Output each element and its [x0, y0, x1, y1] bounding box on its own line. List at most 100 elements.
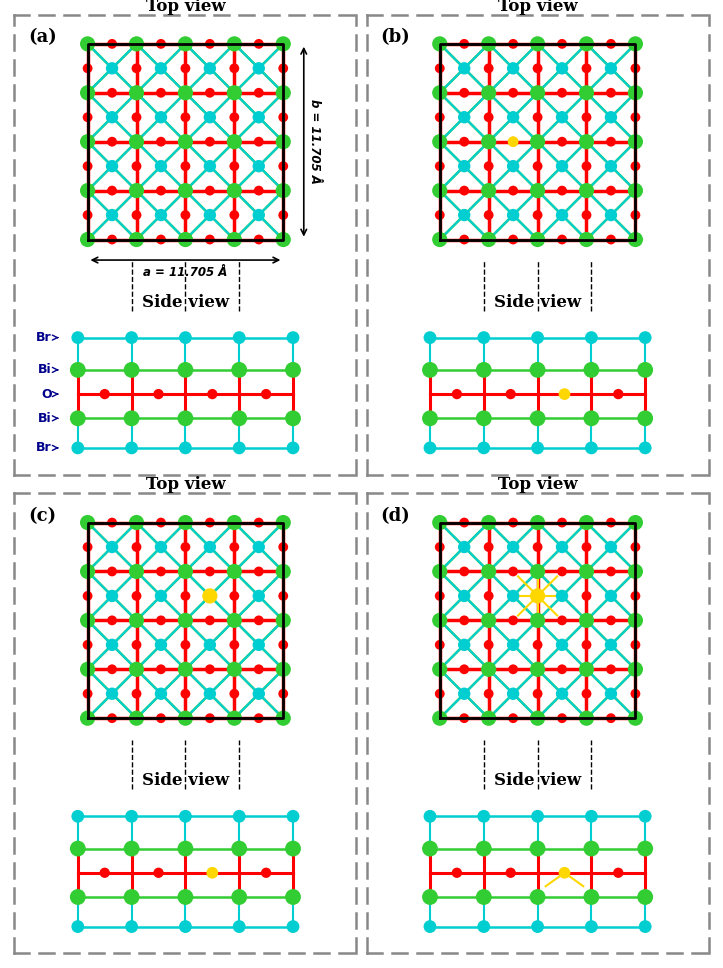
- Point: [581, 563, 592, 579]
- Point: [424, 841, 436, 857]
- Point: [434, 109, 445, 125]
- Point: [179, 589, 191, 604]
- Point: [228, 85, 240, 101]
- Point: [179, 515, 191, 530]
- Point: [155, 711, 167, 726]
- Point: [155, 515, 167, 530]
- Point: [228, 563, 240, 579]
- Point: [99, 865, 111, 881]
- Point: [434, 85, 445, 101]
- Point: [556, 159, 568, 174]
- Point: [82, 613, 93, 628]
- Point: [556, 563, 568, 579]
- Point: [253, 637, 265, 652]
- Point: [630, 589, 641, 604]
- Point: [131, 589, 142, 604]
- Point: [483, 637, 495, 652]
- Point: [532, 85, 544, 101]
- Point: [204, 539, 215, 555]
- Text: (a): (a): [28, 28, 57, 46]
- Point: [458, 686, 470, 702]
- Point: [532, 589, 544, 604]
- Point: [483, 661, 495, 677]
- Point: [458, 36, 470, 51]
- Point: [204, 515, 215, 530]
- Point: [228, 134, 240, 149]
- Point: [278, 159, 289, 174]
- Point: [630, 183, 641, 198]
- Point: [630, 207, 641, 223]
- Point: [434, 686, 445, 702]
- Point: [106, 61, 118, 76]
- Point: [581, 183, 592, 198]
- Point: [434, 515, 445, 530]
- Point: [556, 613, 568, 628]
- Point: [179, 231, 191, 247]
- Point: [204, 207, 215, 223]
- Text: Bi: Bi: [38, 363, 58, 377]
- Point: [532, 159, 544, 174]
- Point: [278, 61, 289, 76]
- Point: [131, 711, 142, 726]
- Point: [630, 711, 641, 726]
- Point: [228, 109, 240, 125]
- Point: [434, 36, 445, 51]
- Point: [458, 563, 470, 579]
- Point: [483, 589, 495, 604]
- Point: [278, 637, 289, 652]
- Point: [483, 61, 495, 76]
- Point: [581, 85, 592, 101]
- Point: [434, 539, 445, 555]
- Point: [253, 159, 265, 174]
- Point: [581, 711, 592, 726]
- Point: [581, 109, 592, 125]
- Title: Top view: Top view: [497, 476, 578, 494]
- Point: [253, 613, 265, 628]
- Point: [278, 711, 289, 726]
- Point: [228, 686, 240, 702]
- Point: [82, 231, 93, 247]
- Point: [106, 134, 118, 149]
- Point: [253, 563, 265, 579]
- Point: [228, 661, 240, 677]
- Point: [532, 231, 544, 247]
- Point: [630, 109, 641, 125]
- Point: [508, 637, 519, 652]
- Point: [72, 919, 84, 934]
- Point: [434, 183, 445, 198]
- Point: [424, 362, 436, 378]
- Point: [228, 61, 240, 76]
- Point: [204, 563, 215, 579]
- Point: [155, 183, 167, 198]
- Point: [605, 539, 617, 555]
- Point: [131, 109, 142, 125]
- Point: [179, 134, 191, 149]
- Point: [556, 109, 568, 125]
- Point: [639, 890, 651, 905]
- Point: [581, 637, 592, 652]
- Point: [131, 539, 142, 555]
- Point: [131, 231, 142, 247]
- Point: [72, 841, 84, 857]
- Point: [532, 36, 544, 51]
- Point: [581, 207, 592, 223]
- Point: [131, 613, 142, 628]
- Title: Top view: Top view: [145, 0, 226, 15]
- Point: [556, 539, 568, 555]
- Point: [228, 589, 240, 604]
- Point: [532, 330, 544, 346]
- Point: [605, 563, 617, 579]
- Point: [131, 61, 142, 76]
- Point: [424, 919, 436, 934]
- Point: [131, 207, 142, 223]
- Point: [155, 661, 167, 677]
- Point: [483, 159, 495, 174]
- Point: [586, 410, 597, 426]
- Point: [639, 440, 651, 456]
- Point: [483, 207, 495, 223]
- Point: [434, 159, 445, 174]
- Point: [253, 61, 265, 76]
- Point: [287, 440, 299, 456]
- Point: [424, 890, 436, 905]
- Point: [532, 808, 544, 824]
